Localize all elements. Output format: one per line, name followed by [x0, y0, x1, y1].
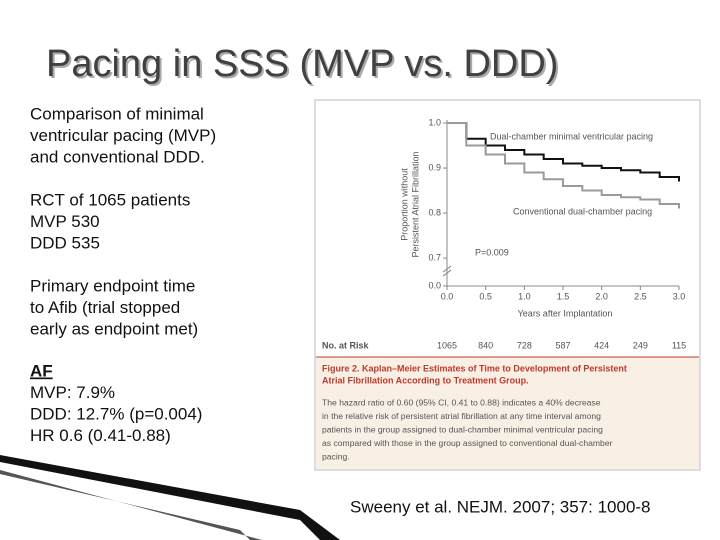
slide-text: ventricular pacing (MVP): [30, 126, 216, 145]
y-tick-label: 0.8: [428, 207, 441, 217]
y-axis-label: Persistent Atrial Fibrillation: [410, 151, 420, 257]
y-axis-label: Proportion without: [399, 168, 409, 241]
slide-text: DDD: 12.7% (p=0.004): [30, 404, 202, 423]
y-tick-label: 0.9: [428, 162, 441, 172]
x-tick-label: 0.0: [441, 291, 454, 301]
caption-box: [316, 357, 699, 469]
slide-text: MVP: 7.9%: [30, 383, 115, 402]
axis-break: [442, 265, 452, 273]
slide-text: HR 0.6 (0.41-0.88): [30, 426, 171, 445]
x-tick-label: 1.0: [518, 291, 531, 301]
caption-title: Atrial Fibrillation According to Treatme…: [322, 375, 529, 385]
at-risk-value: 424: [594, 340, 609, 350]
at-risk-value: 249: [633, 340, 648, 350]
citation: Sweeny et al. NEJM. 2007; 357: 1000-8: [350, 497, 651, 516]
caption-body: patients in the group assigned to dual-c…: [322, 424, 603, 434]
series-label: Dual-chamber minimal ventricular pacing: [490, 131, 653, 141]
x-tick-label: 2.5: [634, 291, 647, 301]
caption-body: The hazard ratio of 0.60 (95% CI, 0.41 t…: [322, 397, 601, 407]
x-tick-label: 3.0: [673, 291, 686, 301]
x-axis-label: Years after Implantation: [518, 308, 613, 318]
caption-body: in the relative risk of persistent atria…: [322, 411, 601, 421]
p-value: P=0.009: [475, 247, 509, 257]
decor-wedge: [0, 470, 262, 540]
at-risk-value: 115: [672, 340, 686, 350]
y-tick-label: 0.7: [428, 252, 441, 262]
slide-text: DDD 535: [30, 233, 100, 252]
slide-text: early as endpoint met): [30, 319, 198, 338]
slide-text: to Afib (trial stopped: [30, 298, 180, 317]
caption-body: as compared with those in the group assi…: [322, 438, 613, 448]
at-risk-value: 728: [517, 340, 532, 350]
caption-body: pacing.: [322, 451, 350, 461]
caption-title: Figure 2. Kaplan–Meier Estimates of Time…: [322, 363, 627, 373]
slide-text: RCT of 1065 patients: [30, 190, 190, 209]
y-tick-label: 0.0: [428, 280, 441, 290]
decor-wedge: [0, 455, 340, 540]
slide-text: MVP 530: [30, 212, 100, 231]
at-risk-value: 840: [478, 340, 493, 350]
x-tick-label: 1.5: [557, 291, 570, 301]
axis-break: [442, 269, 452, 277]
at-risk-value: 587: [555, 340, 570, 350]
at-risk-label: No. at Risk: [322, 340, 370, 350]
x-tick-label: 0.5: [479, 291, 492, 301]
slide-text: AF: [30, 361, 53, 380]
x-tick-label: 2.0: [595, 291, 608, 301]
survival-curve: [447, 122, 680, 209]
slide-text: Primary endpoint time: [30, 276, 195, 295]
at-risk-value: 1065: [437, 340, 457, 350]
series-label: Conventional dual-chamber pacing: [513, 206, 652, 216]
title: Pacing in SSS (MVP vs. DDD): [46, 43, 558, 85]
y-tick-label: 1.0: [428, 117, 441, 127]
slide-text: Comparison of minimal: [30, 104, 204, 123]
slide-text: and conventional DDD.: [30, 147, 205, 166]
title-shadow: Pacing in SSS (MVP vs. DDD): [48, 45, 560, 87]
